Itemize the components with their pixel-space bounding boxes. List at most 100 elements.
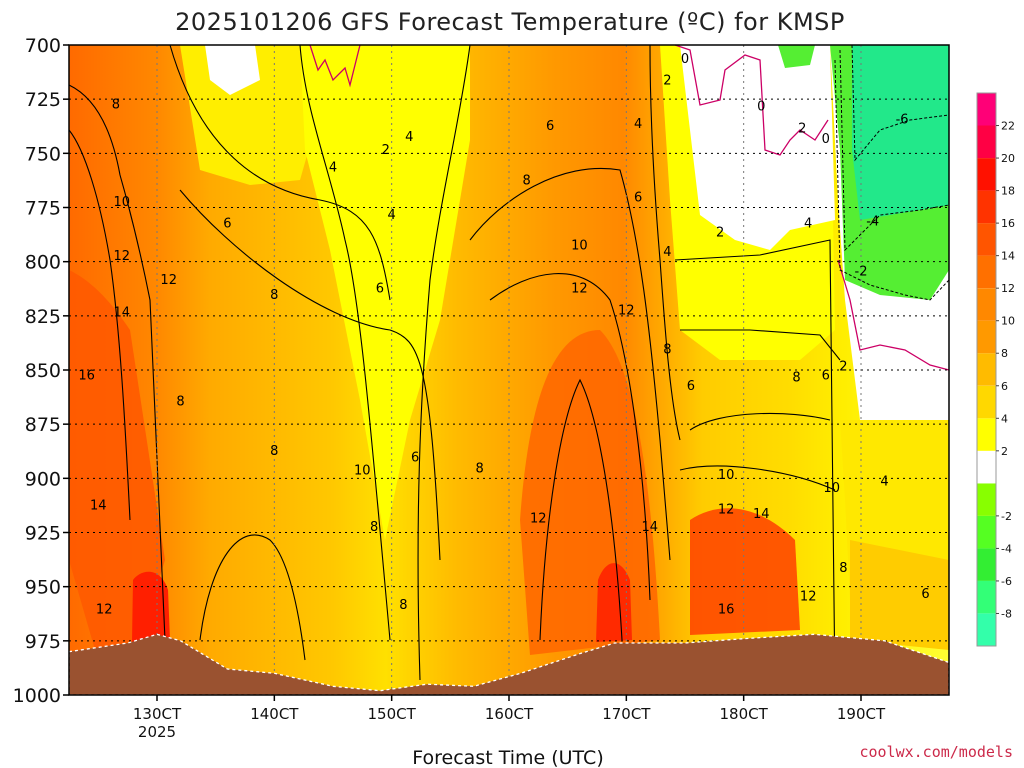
negative-contour-line [834,59,950,301]
colorbar-tick-label: 22 [1001,120,1015,133]
colorbar-swatch [977,450,996,484]
colorbar-swatch [977,223,996,256]
contour-value-label: 12 [618,303,635,318]
colorbar-tick-label: -6 [1001,575,1012,588]
negative-contour-lines [834,44,950,301]
x-tick-label: 170CT [602,705,651,723]
cold-region-teal [852,45,949,220]
contour-value-label: 0 [757,100,765,115]
contour-value-label: 14 [90,498,107,513]
contour-value-label: 8 [399,598,407,613]
contour-value-label: 4 [388,208,396,223]
x-tick-label: 180CT [720,705,769,723]
y-tick-label: 925 [25,523,61,545]
warm-core-left [69,270,165,650]
y-tick-label: 950 [25,577,61,599]
contour-value-label: 12 [718,503,735,518]
colorbar-swatch [977,125,996,158]
colorbar-tick-label: 8 [1001,347,1008,360]
contour-line [199,534,306,661]
colorbar-tick-label: 20 [1001,152,1015,165]
colorbar-tick-label: 10 [1001,315,1015,328]
x-tick-label: 150CT [368,705,417,723]
contour-value-label: 6 [822,368,830,383]
hot-core-170ct [596,563,632,642]
contour-value-label: 12 [800,589,817,604]
y-tick-label: 725 [25,89,61,111]
contour-value-label: 4 [804,217,812,232]
contour-value-label: 4 [405,130,413,145]
contour-value-label: 4 [634,117,642,132]
contour-value-label: 12 [160,273,177,288]
contour-value-label: 14 [753,507,770,522]
contour-value-label: 8 [270,444,278,459]
y-tick-label: 850 [25,360,61,382]
contour-line [417,44,471,681]
zero-contour-line [309,44,361,88]
contour-value-label: 6 [921,587,929,602]
contour-line [680,329,841,361]
contour-value-label: 10 [823,481,840,496]
lower-east-orange [850,540,949,650]
contour-value-label: 10 [571,238,588,253]
contour-value-label: -6 [896,113,909,128]
contour-value-label: 2 [663,74,671,89]
contour-value-label: 6 [687,379,695,394]
colorbar-tick-label: -2 [1001,510,1012,523]
colorbar-swatch [977,93,996,126]
y-tick-label: 750 [25,143,61,165]
colorbar-swatch [977,320,996,354]
contour-value-label: 10 [718,468,735,483]
contour-value-label: 10 [114,195,131,210]
y-tick-label: 1000 [13,685,61,707]
contour-value-label: 2 [382,143,390,158]
contour-line [689,412,831,431]
x-tick-sublabel: 2025 [138,723,176,741]
zero-contour-line [837,259,950,371]
y-tick-label: 900 [25,468,61,490]
hot-core-180ct [690,508,800,635]
colorbar-tick-label: -4 [1001,542,1012,555]
contour-value-label: 2 [839,360,847,375]
contour-labels: 8101214161412128688424461088688101212612… [78,52,929,617]
contour-line [299,44,391,641]
contour-value-label: 6 [223,217,231,232]
contour-value-label: 8 [476,462,484,477]
zero-contour-line [674,44,829,156]
contour-value-label: 2 [716,225,724,240]
x-axis-label: Forecast Time (UTC) [412,747,603,768]
negative-contour-line [851,44,950,162]
y-tick-label: 825 [25,306,61,328]
contour-value-label: 6 [411,451,419,466]
x-tick-label: 160CT [485,705,534,723]
contour-value-label: 12 [530,511,547,526]
white-region-east [680,45,835,250]
colorbar-swatch [977,613,996,646]
y-tick-label: 800 [25,252,61,274]
x-tick-label: 130CT [133,705,182,723]
contour-value-label: 6 [546,119,554,134]
source-credit[interactable]: coolwx.com/models [859,743,1013,761]
colorbar-swatch [977,190,996,224]
contour-value-label: 12 [571,282,588,297]
contour-value-label: 6 [634,191,642,206]
contour-lines [68,44,841,691]
contour-value-label: -4 [866,215,879,230]
contour-value-label: 8 [663,342,671,357]
contour-value-label: 8 [270,288,278,303]
hot-core-130ct [132,571,170,642]
contour-value-label: 8 [792,371,800,386]
colorbar-swatch [977,158,996,191]
y-axis: 700 725 750 775 800 825 850 875 900 925 950 975 1000 [13,35,69,707]
contour-line [489,273,651,601]
contour-value-label: 6 [376,282,384,297]
contour-value-label: 4 [329,160,337,175]
y-tick-label: 975 [25,631,61,653]
colorbar-swatch [977,288,996,321]
colorbar-tick-label: 18 [1001,185,1015,198]
contour-line [68,129,131,521]
contour-value-label: 0 [822,132,830,147]
contour-line [169,44,391,301]
contour-line [649,44,681,441]
